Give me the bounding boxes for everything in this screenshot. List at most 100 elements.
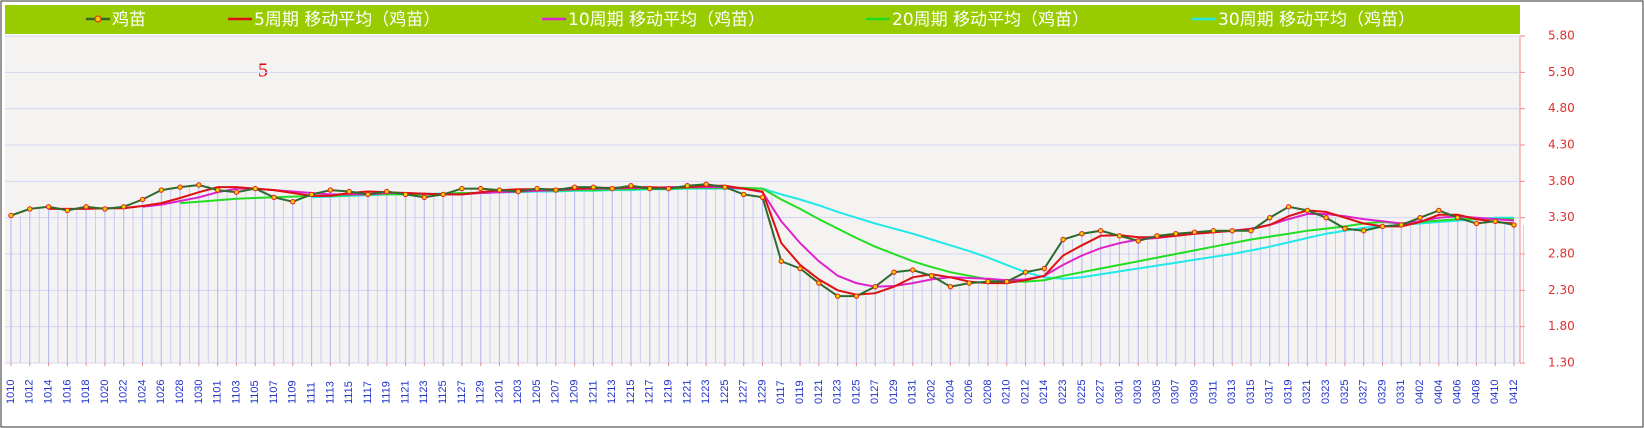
x-tick-label: 1010 — [5, 380, 17, 404]
point-marker — [872, 284, 878, 290]
point-marker — [1079, 230, 1085, 237]
y-tick-label: 3.30 — [1548, 210, 1575, 224]
x-tick-label: 0311 — [1207, 380, 1219, 404]
y-tick-label: 5.30 — [1548, 65, 1575, 79]
point-marker — [45, 204, 52, 210]
point-marker — [778, 258, 784, 264]
x-tick-label: 1229 — [756, 380, 768, 404]
point-marker — [27, 206, 33, 212]
x-tick-label: 0117 — [775, 380, 787, 404]
point-marker — [985, 278, 991, 285]
x-tick-label: 0129 — [888, 380, 900, 404]
point-marker — [102, 206, 108, 212]
point-marker — [853, 293, 860, 299]
x-tick-label: 0223 — [1057, 380, 1069, 404]
x-tick-label: 0208 — [982, 380, 994, 404]
point-marker — [571, 184, 578, 190]
x-tick-label: 1125 — [437, 380, 449, 404]
point-marker — [271, 194, 277, 201]
point-marker — [139, 196, 146, 203]
x-tick-label: 1014 — [42, 380, 54, 404]
point-marker — [121, 204, 127, 210]
x-tick-label: 1219 — [662, 380, 674, 404]
x-tick-label: 1103 — [230, 380, 242, 404]
x-tick-label: 0325 — [1339, 380, 1351, 404]
x-tick-label: 0323 — [1320, 380, 1332, 404]
point-marker — [1229, 228, 1235, 234]
x-tick-label: 0202 — [925, 380, 937, 404]
x-tick-label: 0319 — [1282, 380, 1294, 404]
point-marker — [1361, 228, 1367, 234]
x-tick-label: 0212 — [1019, 380, 1031, 404]
x-tick-label: 0127 — [869, 380, 881, 404]
x-tick-label: 1207 — [550, 380, 562, 404]
series-line — [48, 184, 1515, 296]
x-tick-label: 0412 — [1508, 380, 1520, 404]
x-tick-label: 1127 — [456, 380, 468, 404]
x-tick-label: 0402 — [1414, 380, 1426, 404]
point-marker — [233, 189, 240, 195]
point-marker — [910, 267, 916, 273]
x-tick-label: 1225 — [719, 380, 731, 404]
y-tick-label: 1.80 — [1548, 319, 1575, 333]
point-marker — [1154, 233, 1160, 239]
point-marker — [1342, 225, 1348, 232]
x-tick-label: 1030 — [193, 380, 205, 404]
x-tick-label: 1119 — [381, 381, 393, 404]
x-tick-label: 0121 — [813, 380, 825, 404]
x-tick-label: 0321 — [1301, 380, 1313, 404]
x-tick-label: 0327 — [1358, 380, 1370, 404]
point-marker — [665, 185, 672, 192]
point-marker — [1135, 238, 1141, 244]
point-marker — [1417, 214, 1423, 221]
point-marker — [1191, 229, 1198, 235]
point-marker — [196, 182, 202, 188]
point-marker — [722, 184, 728, 190]
point-marker — [8, 212, 14, 219]
x-tick-label: 1012 — [24, 380, 36, 404]
x-tick-label: 1211 — [587, 380, 599, 404]
x-tick-label: 1213 — [606, 380, 618, 404]
x-tick-label: 1024 — [136, 380, 148, 404]
point-marker — [703, 181, 709, 187]
point-marker — [384, 188, 390, 195]
x-tick-label: 1113 — [324, 381, 336, 404]
point-marker — [1004, 278, 1010, 285]
point-marker — [1454, 214, 1461, 221]
x-tick-label: 1129 — [475, 380, 487, 404]
x-tick-label: 1201 — [493, 380, 505, 404]
point-marker — [590, 184, 597, 190]
point-marker — [1436, 207, 1442, 214]
point-marker — [1398, 222, 1404, 228]
x-tick-label: 0313 — [1226, 380, 1238, 404]
x-tick-label: 0204 — [944, 380, 956, 404]
point-marker — [440, 191, 446, 198]
point-marker — [684, 182, 691, 189]
y-tick-label: 5.80 — [1548, 29, 1575, 43]
annotation: 5 — [258, 60, 268, 82]
point-marker — [496, 187, 503, 193]
x-tick-label: 0125 — [850, 380, 862, 404]
y-tick-label: 3.80 — [1548, 174, 1575, 188]
legend-background — [5, 5, 1520, 34]
point-marker — [459, 185, 465, 192]
x-tick-label: 1223 — [700, 380, 712, 404]
point-marker — [1116, 233, 1123, 239]
point-marker — [834, 293, 841, 299]
point-marker — [1511, 222, 1517, 228]
point-marker — [308, 191, 315, 198]
point-marker — [515, 188, 521, 195]
x-tick-label: 1117 — [362, 381, 374, 404]
point-marker — [1473, 220, 1480, 227]
x-tick-label: 1227 — [738, 380, 750, 404]
y-tick-label: 2.80 — [1548, 247, 1575, 261]
point-marker — [1248, 228, 1254, 234]
x-tick-label: 0227 — [1095, 380, 1107, 404]
point-marker — [421, 194, 428, 201]
x-tick-label: 0315 — [1245, 380, 1257, 404]
point-marker — [64, 207, 71, 214]
x-tick-label: 1109 — [287, 380, 299, 404]
point-marker — [83, 204, 89, 210]
point-marker — [947, 284, 954, 290]
